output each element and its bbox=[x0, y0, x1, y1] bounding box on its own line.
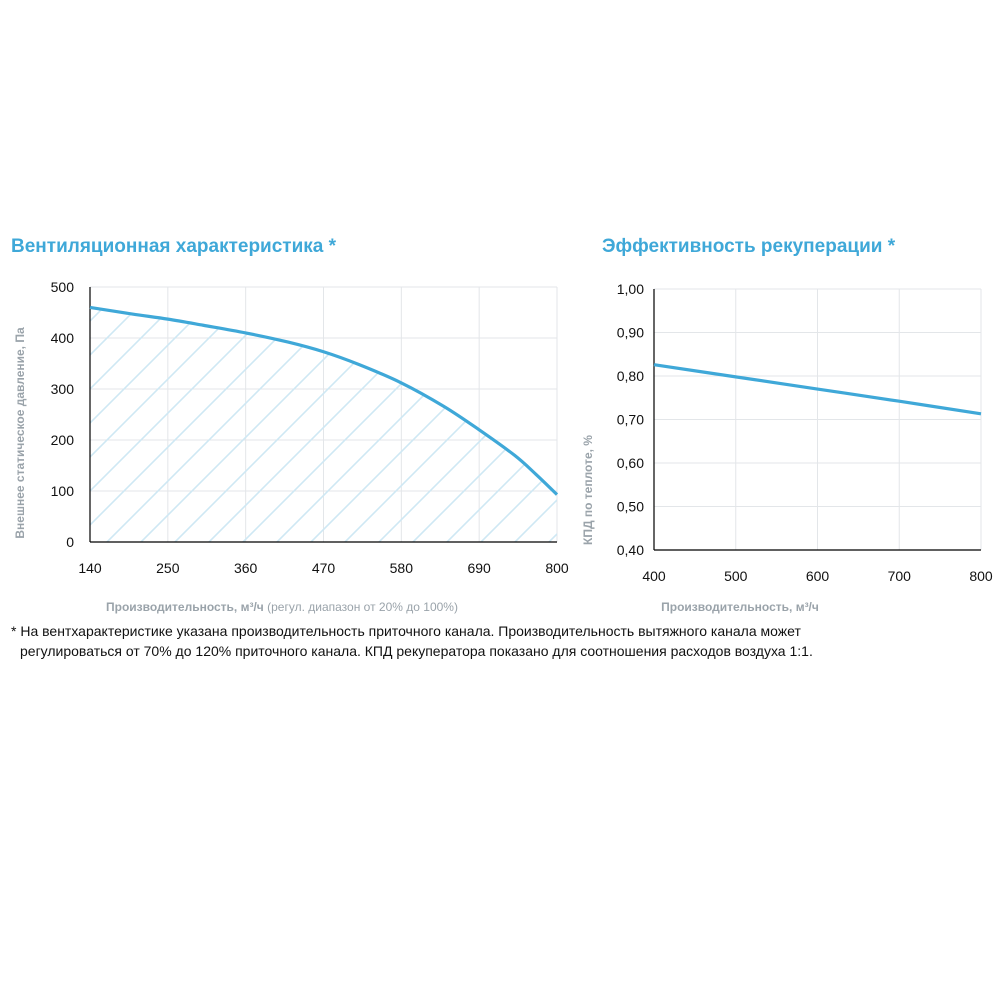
fan-curve-line bbox=[89, 305, 559, 496]
hatch-line bbox=[242, 307, 499, 542]
hatch-line bbox=[446, 307, 557, 542]
hatch-line bbox=[480, 307, 557, 542]
left-chart-title: Вентиляционная характеристика * bbox=[11, 236, 337, 257]
left-area-hatch bbox=[90, 307, 557, 542]
right-y-axis-label: КПД по теплоте, % bbox=[581, 435, 595, 545]
left-x-tick-labels: 140 250 360 470 580 690 800 bbox=[78, 560, 569, 576]
hatch-line bbox=[90, 307, 159, 542]
right-chart-title: Эффективность рекуперации * bbox=[602, 236, 896, 257]
x-tick-label: 580 bbox=[390, 560, 414, 576]
y-tick-label: 0,50 bbox=[617, 499, 644, 515]
x-tick-label: 600 bbox=[806, 568, 830, 584]
y-tick-label: 200 bbox=[51, 432, 75, 448]
right-y-tick-labels: 1,00 0,90 0,80 0,70 0,60 0,50 0,40 bbox=[617, 281, 644, 558]
y-tick-label: 0,60 bbox=[617, 455, 644, 471]
y-tick-label: 500 bbox=[51, 279, 75, 295]
hatch-line bbox=[90, 307, 227, 542]
hatch-line bbox=[90, 307, 193, 542]
y-tick-label: 100 bbox=[51, 483, 75, 499]
recuperation-chart: 400 500 600 700 800 1,00 0,90 0,80 0,70 0,60 0,50… bbox=[581, 281, 993, 614]
hatch-line bbox=[276, 307, 533, 542]
x-tick-label: 690 bbox=[467, 560, 491, 576]
left-y-axis-label: Внешнее статическое давление, Па bbox=[13, 327, 27, 539]
hatch-line bbox=[378, 307, 557, 542]
footnote-line-2: регулироваться от 70% до 120% приточного… bbox=[20, 643, 813, 659]
x-tick-label: 400 bbox=[642, 568, 666, 584]
x-tick-label: 140 bbox=[78, 560, 102, 576]
hatch-line bbox=[90, 307, 295, 542]
x-tick-label: 700 bbox=[888, 568, 912, 584]
x-tick-label: 500 bbox=[724, 568, 748, 584]
hatch-line bbox=[140, 307, 397, 542]
y-tick-label: 400 bbox=[51, 330, 75, 346]
right-x-tick-labels: 400 500 600 700 800 bbox=[642, 568, 993, 584]
right-grid bbox=[653, 288, 982, 551]
hatch-line bbox=[310, 307, 557, 542]
left-grid bbox=[89, 286, 558, 543]
left-y-tick-labels: 500 400 300 200 100 0 bbox=[51, 279, 75, 550]
footnote: * На вентхарактеристике указана производ… bbox=[11, 621, 991, 661]
y-tick-label: 0,90 bbox=[617, 325, 644, 341]
hatch-line bbox=[208, 307, 465, 542]
footnote-line-1: * На вентхарактеристике указана производ… bbox=[11, 623, 801, 639]
hatch-line bbox=[174, 307, 431, 542]
efficiency-line bbox=[653, 363, 982, 416]
x-tick-label: 250 bbox=[156, 560, 180, 576]
left-x-axis-label: Производительность, м³/ч (регул. диапазо… bbox=[106, 600, 458, 614]
right-axes bbox=[653, 289, 981, 551]
y-tick-label: 0 bbox=[66, 534, 74, 550]
right-x-axis-label: Производительность, м³/ч bbox=[661, 600, 819, 614]
y-tick-label: 0,40 bbox=[617, 542, 644, 558]
y-tick-label: 0,80 bbox=[617, 368, 644, 384]
fan-curve-chart: 140 250 360 470 580 690 800 500 400 300 200 100 0 П… bbox=[13, 279, 569, 614]
x-tick-label: 800 bbox=[545, 560, 569, 576]
x-tick-label: 360 bbox=[234, 560, 258, 576]
left-axes bbox=[89, 287, 557, 543]
x-tick-label: 470 bbox=[312, 560, 336, 576]
hatch-line bbox=[90, 307, 261, 542]
y-tick-label: 300 bbox=[51, 381, 75, 397]
hatch-line bbox=[344, 307, 557, 542]
x-tick-label: 800 bbox=[969, 568, 993, 584]
y-tick-label: 0,70 bbox=[617, 412, 644, 428]
y-tick-label: 1,00 bbox=[617, 281, 644, 297]
